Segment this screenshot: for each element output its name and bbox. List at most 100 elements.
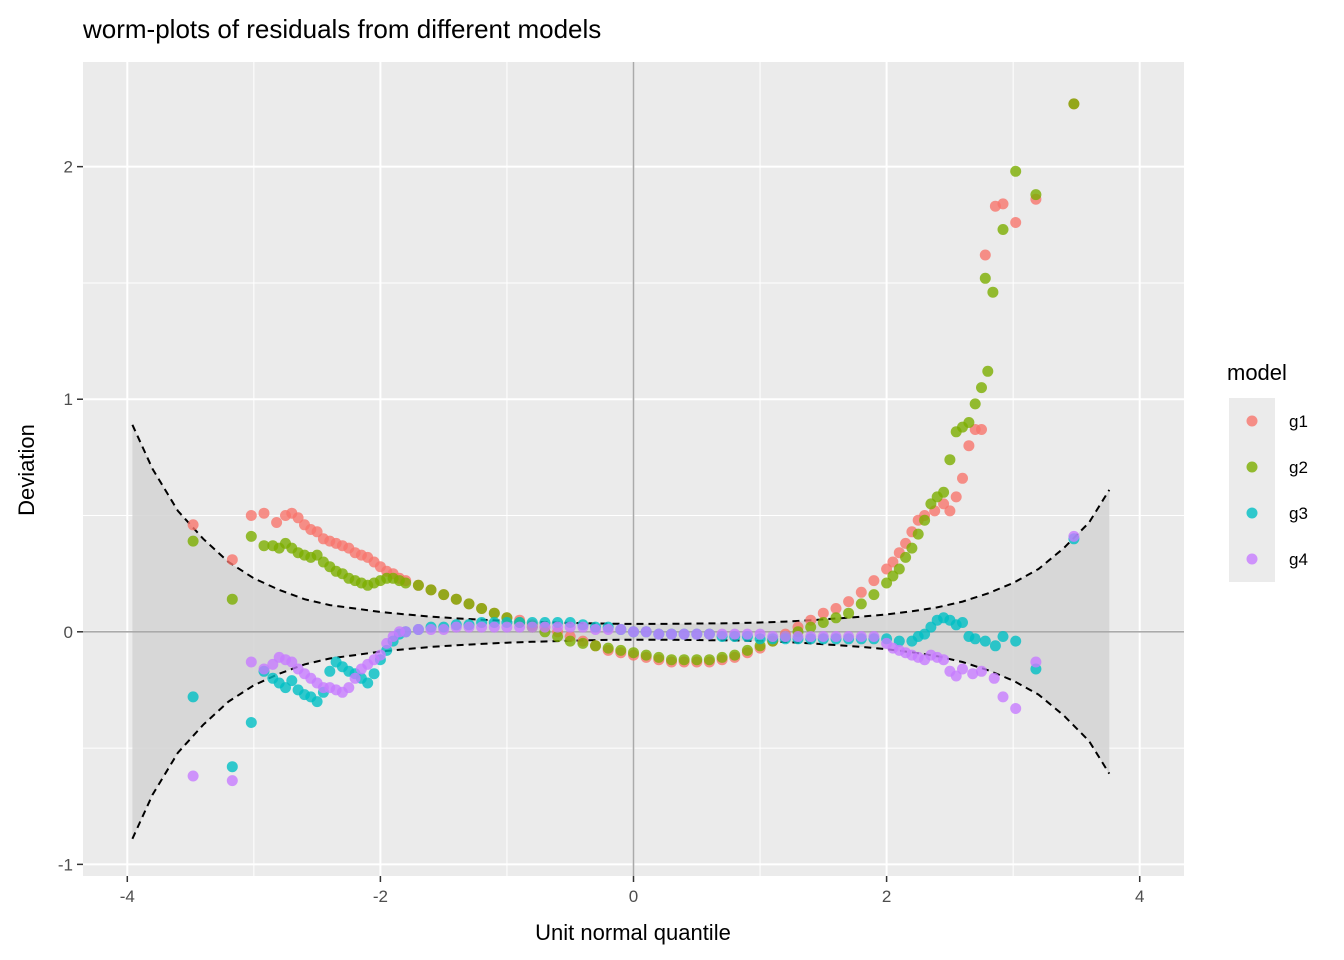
point-g1	[887, 556, 899, 568]
point-g2	[1068, 98, 1080, 110]
point-g4	[653, 628, 665, 640]
point-g4	[400, 626, 412, 638]
legend-title: model	[1227, 360, 1287, 385]
point-g2	[488, 607, 500, 619]
legend-label-g2: g2	[1289, 458, 1308, 477]
point-g2	[450, 593, 462, 605]
point-g2	[400, 577, 412, 589]
point-g4	[1030, 656, 1042, 668]
point-g4	[374, 649, 386, 661]
x-tick-label: 0	[629, 887, 638, 906]
y-tick-label: 2	[64, 158, 73, 177]
point-g2	[412, 579, 424, 591]
y-tick-label: -1	[58, 855, 73, 874]
point-g2	[817, 617, 829, 628]
point-g3	[997, 631, 1009, 642]
point-g4	[716, 628, 728, 640]
point-g4	[938, 654, 950, 666]
point-g4	[678, 628, 690, 640]
point-g4	[640, 626, 652, 638]
point-g2	[982, 365, 994, 377]
point-g2	[187, 535, 199, 547]
point-g2	[640, 649, 652, 661]
point-g1	[830, 603, 842, 614]
point-g2	[564, 635, 576, 647]
point-g4	[1010, 703, 1022, 714]
point-g4	[691, 628, 703, 640]
point-g2	[944, 454, 956, 466]
point-g1	[258, 507, 270, 519]
point-g1	[963, 440, 975, 452]
x-axis-title: Unit normal quantile	[535, 920, 731, 945]
point-g2	[476, 603, 488, 614]
legend-label-g3: g3	[1289, 504, 1308, 523]
legend-keys: g1 g2 g3 g4	[1229, 398, 1308, 582]
point-g1	[979, 249, 991, 261]
point-g1	[950, 491, 962, 503]
legend-label-g4: g4	[1289, 550, 1308, 569]
point-g2	[577, 637, 589, 649]
point-g4	[381, 637, 393, 649]
point-g2	[868, 589, 880, 601]
point-g3	[286, 675, 298, 687]
point-g4	[425, 624, 437, 635]
point-g2	[666, 654, 677, 666]
x-tick-label: -2	[373, 887, 388, 906]
point-g2	[893, 563, 905, 575]
point-g2	[919, 514, 931, 526]
point-g4	[950, 670, 962, 682]
point-g4	[615, 624, 627, 635]
point-g2	[691, 654, 703, 666]
point-g4	[590, 624, 601, 635]
point-g4	[805, 631, 817, 642]
point-g2	[258, 540, 270, 552]
point-g4	[830, 631, 842, 642]
legend-swatch-g3	[1246, 507, 1258, 519]
point-g3	[957, 617, 968, 628]
point-g2	[678, 654, 690, 666]
legend-label-g1: g1	[1289, 412, 1308, 431]
point-g4	[501, 621, 513, 633]
point-g4	[476, 621, 488, 633]
point-g4	[226, 775, 238, 787]
point-g4	[450, 621, 462, 633]
point-g2	[716, 651, 728, 663]
point-g4	[1068, 530, 1080, 542]
legend-swatch-g1	[1246, 415, 1258, 427]
point-g1	[944, 505, 956, 517]
point-g1	[868, 575, 880, 587]
point-g4	[245, 656, 257, 668]
point-g4	[868, 631, 880, 642]
point-g2	[602, 642, 614, 654]
point-g4	[488, 621, 500, 633]
point-g4	[412, 624, 424, 635]
point-g2	[438, 589, 450, 601]
point-g4	[976, 665, 987, 677]
point-g4	[267, 658, 279, 670]
series-g4	[187, 530, 1080, 787]
point-g3	[368, 668, 380, 680]
point-g1	[817, 607, 829, 619]
point-g3	[979, 635, 991, 647]
point-g4	[741, 628, 753, 640]
point-g4	[564, 621, 576, 633]
point-g1	[271, 517, 283, 528]
y-tick-label: 1	[64, 390, 73, 409]
point-g2	[938, 486, 950, 498]
point-g4	[187, 770, 199, 782]
point-g2	[900, 551, 912, 563]
point-g1	[957, 472, 968, 484]
point-g1	[292, 512, 304, 524]
point-g4	[997, 691, 1009, 703]
point-g4	[539, 621, 551, 633]
y-axis: -1 0 1 2	[58, 158, 83, 874]
point-g4	[514, 621, 526, 633]
point-g2	[843, 607, 855, 619]
point-g3	[989, 640, 1001, 652]
point-g2	[1030, 189, 1042, 201]
point-g2	[997, 224, 1009, 235]
point-g4	[703, 628, 715, 640]
point-g2	[976, 382, 987, 394]
point-g2	[729, 649, 741, 661]
